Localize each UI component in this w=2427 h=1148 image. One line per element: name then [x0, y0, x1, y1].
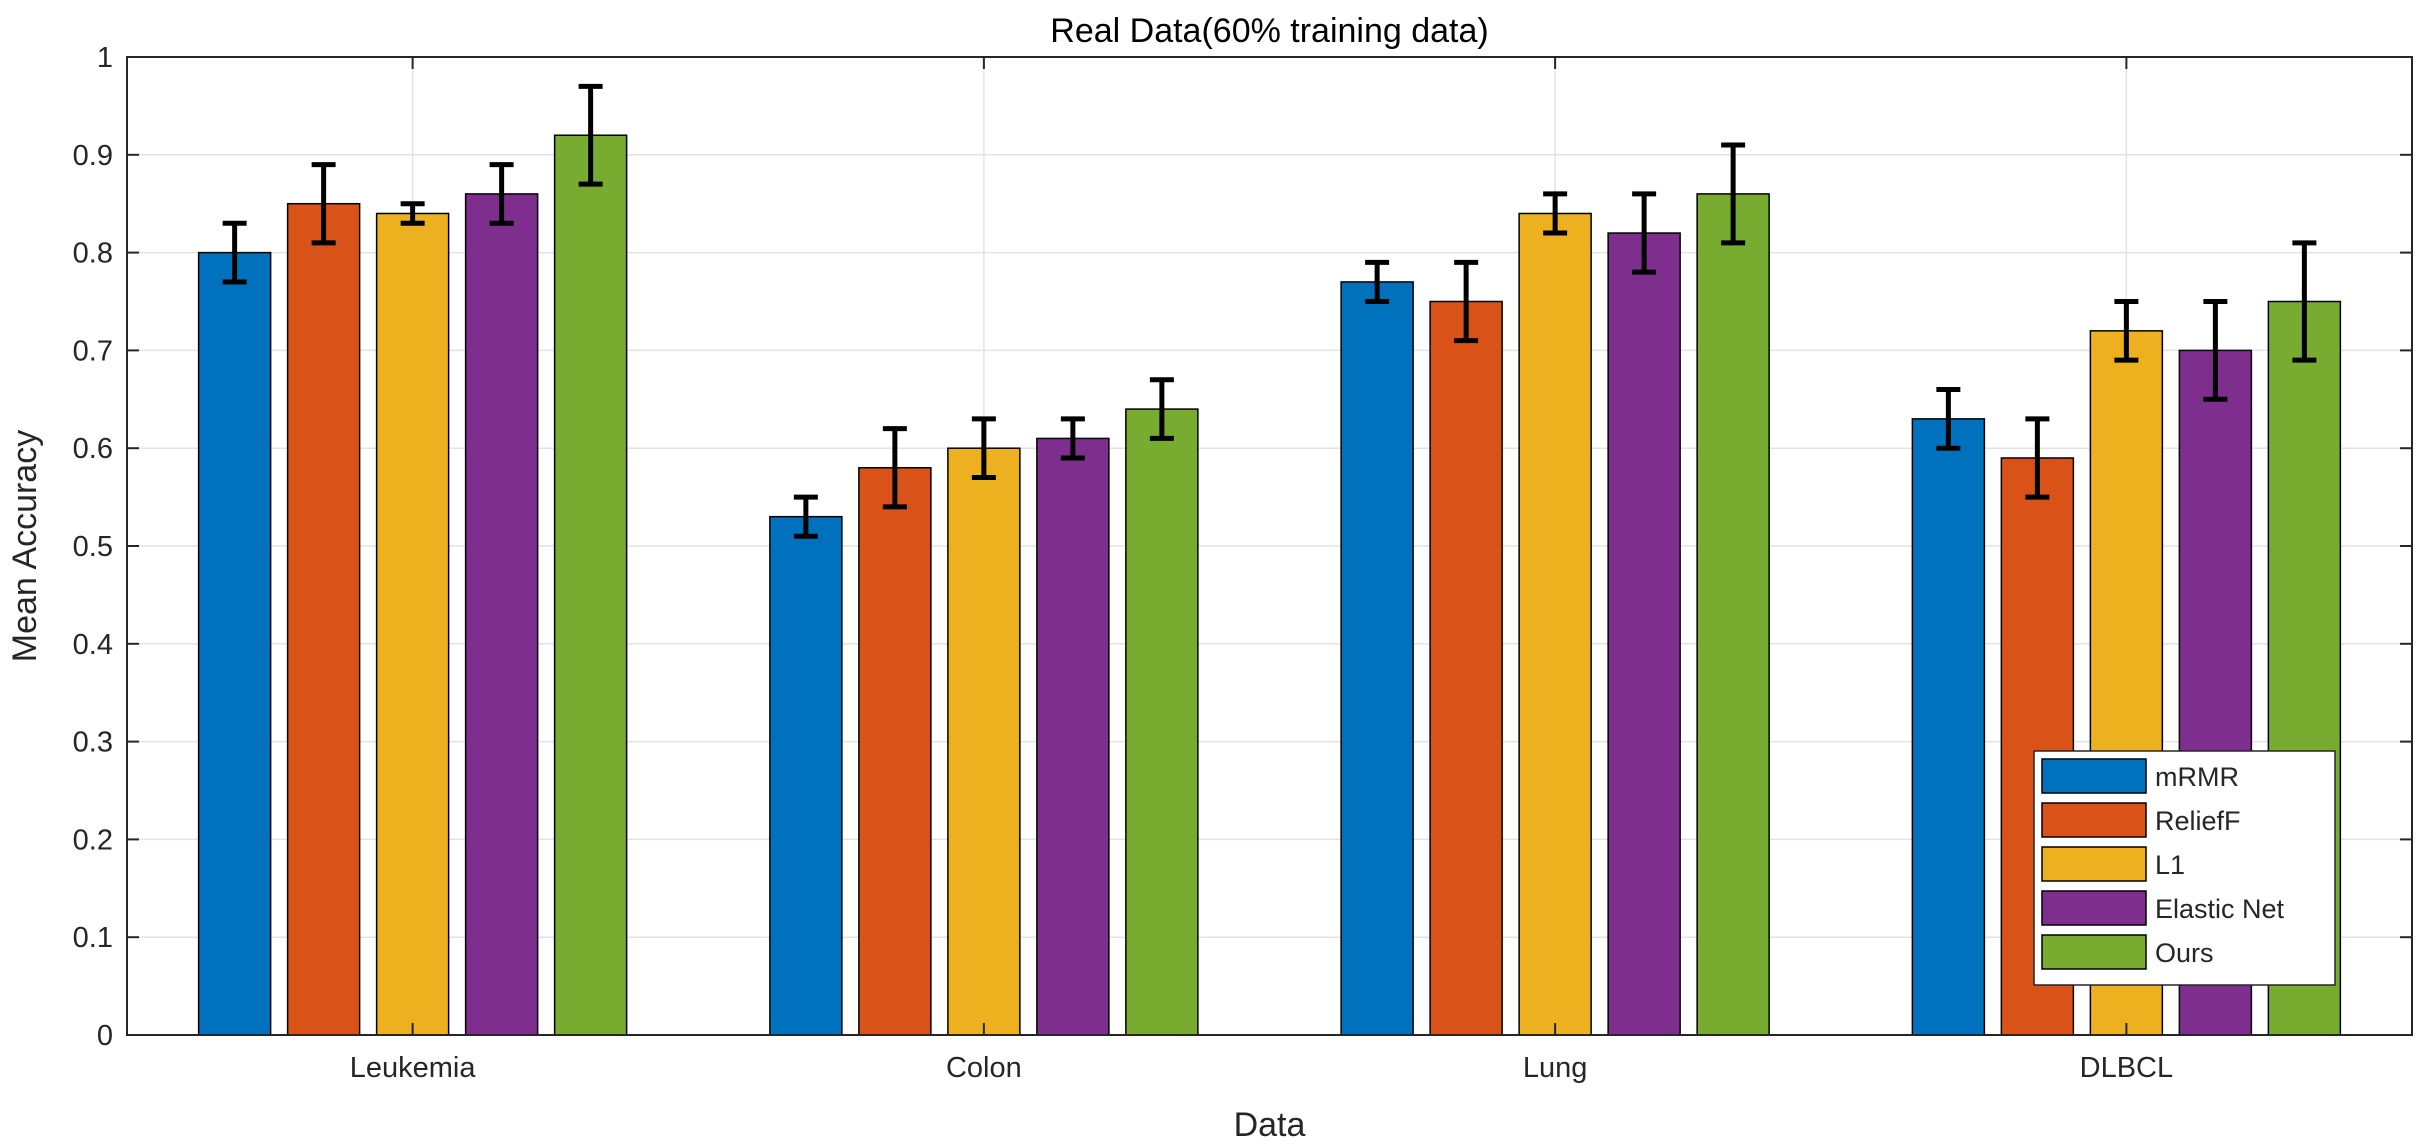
legend-swatch — [2041, 758, 2147, 794]
error-bar — [1936, 387, 1961, 451]
y-tick-label: 0.3 — [73, 727, 113, 759]
x-tick-label: DLBCL — [2080, 1052, 2174, 1084]
error-bar — [882, 426, 907, 510]
y-tick-label: 0.9 — [73, 140, 113, 172]
y-axis-ticks: 0 0.1 0.2 0.3 0.4 0.5 0.6 0.7 0.8 0.9 1 — [73, 42, 2412, 1052]
bar — [1518, 212, 1592, 1036]
error-bar — [222, 220, 247, 285]
error-bar — [1149, 377, 1174, 441]
error-bar — [1365, 259, 1390, 304]
y-tick-label: 0.8 — [73, 238, 113, 270]
error-bar — [793, 494, 818, 539]
bar — [553, 134, 628, 1036]
y-axis-title: Mean Accuracy — [6, 430, 44, 662]
error-bar — [489, 162, 514, 226]
bar — [197, 251, 272, 1036]
bar — [1696, 193, 1770, 1036]
y-tick-label: 1 — [97, 42, 113, 74]
x-tick-label: Lung — [1523, 1052, 1588, 1084]
error-bar — [2025, 416, 2050, 500]
y-tick-label: 0.4 — [73, 629, 113, 661]
error-bar — [1632, 191, 1657, 275]
chart-title: Real Data(60% training data) — [1050, 12, 1488, 50]
legend-label: L1 — [2155, 850, 2185, 880]
x-tick-label: Leukemia — [350, 1052, 477, 1084]
error-bar — [578, 83, 603, 187]
error-bars — [222, 83, 2317, 539]
legend-swatch — [2041, 934, 2147, 970]
y-tick-label: 0.6 — [73, 433, 113, 465]
error-bar — [2203, 299, 2228, 402]
error-bar — [400, 201, 425, 226]
y-tick-label: 0.1 — [73, 922, 113, 954]
bar — [1340, 281, 1414, 1036]
y-tick-label: 0.7 — [73, 335, 113, 367]
legend-swatch — [2041, 890, 2147, 926]
bar — [286, 202, 361, 1036]
bar — [769, 515, 843, 1036]
error-bar — [2292, 240, 2317, 363]
error-bar — [2114, 299, 2139, 363]
bar — [1607, 232, 1681, 1036]
bar — [1911, 418, 1986, 1036]
error-bar — [1543, 191, 1568, 236]
legend-swatch — [2041, 802, 2147, 838]
error-bar — [1454, 259, 1479, 344]
legend-swatch — [2041, 846, 2147, 882]
bar — [1429, 300, 1503, 1036]
error-bar — [971, 416, 996, 481]
error-bar — [1721, 142, 1746, 246]
legend: mRMR ReliefF L1 Elastic Net Ours — [2033, 750, 2336, 986]
bar — [375, 212, 450, 1036]
legend-label: Elastic Net — [2155, 894, 2285, 924]
y-tick-label: 0.5 — [73, 531, 113, 563]
error-bar — [1060, 416, 1085, 461]
legend-label: Ours — [2155, 938, 2214, 968]
bar — [947, 447, 1021, 1036]
bar — [1125, 408, 1199, 1036]
error-bar — [311, 162, 336, 246]
bar — [858, 467, 932, 1036]
y-tick-label: 0 — [97, 1020, 113, 1052]
x-axis-ticks: Leukemia Colon Lung DLBCL — [350, 57, 2173, 1084]
x-tick-label: Colon — [946, 1052, 1022, 1084]
legend-label: mRMR — [2155, 762, 2239, 792]
y-tick-label: 0.2 — [73, 824, 113, 856]
bar — [1036, 437, 1110, 1036]
legend-label: ReliefF — [2155, 806, 2241, 836]
x-axis-title: Data — [1234, 1106, 1306, 1144]
bar — [464, 193, 539, 1036]
